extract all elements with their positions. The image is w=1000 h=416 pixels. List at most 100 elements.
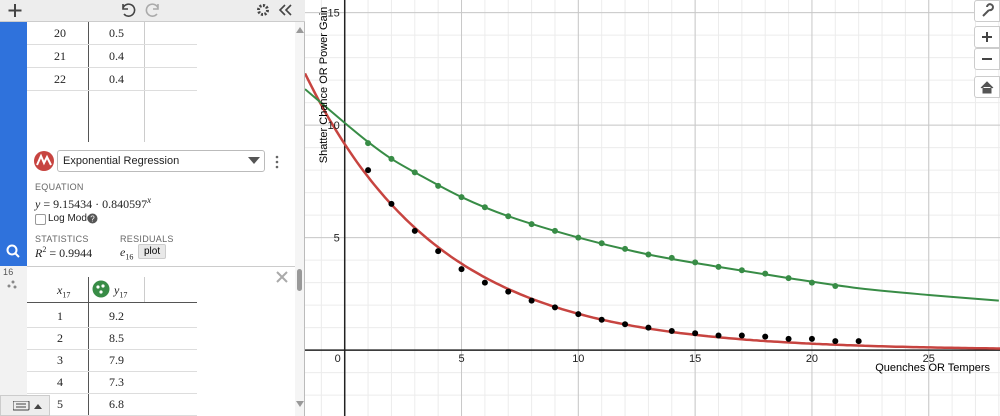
redo-button[interactable]: [145, 3, 159, 17]
eq-b: 0.840597: [102, 197, 148, 211]
data-point: [598, 316, 605, 323]
data-point: [645, 324, 652, 331]
scatter-icon[interactable]: [6, 278, 18, 290]
data-point: [411, 227, 418, 234]
data-point: [411, 169, 418, 176]
x-header-sub: 17: [62, 290, 71, 300]
r-eq: =: [49, 246, 57, 260]
data-point: [738, 332, 745, 339]
cell-x: 4: [57, 375, 63, 389]
undo-button[interactable]: [122, 3, 136, 17]
settings-button[interactable]: [257, 4, 269, 16]
point-style-icon[interactable]: [92, 280, 110, 298]
y-tick-label: 10: [327, 120, 339, 132]
cell-x: 2: [57, 331, 63, 345]
fit-curve: [305, 88, 999, 302]
data-point: [692, 330, 699, 337]
log-checkbox[interactable]: [35, 214, 46, 225]
data-point: [365, 140, 372, 147]
log-mode[interactable]: Log Mode: [48, 213, 93, 224]
residual-sub: 16: [125, 252, 134, 262]
r-symbol: R: [35, 246, 43, 260]
cell-y: 0.5: [109, 26, 124, 40]
wrench-button[interactable]: [974, 0, 1000, 22]
table-17: x17 y17 1 9.2 2 8.5 3 7.9 4 7.3 5 6.8: [27, 277, 292, 416]
data-point: [551, 304, 558, 311]
cell-y: 7.9: [109, 353, 124, 367]
data-point: [575, 234, 582, 241]
x-axis-label: Quenches OR Tempers: [875, 362, 990, 374]
data-point: [785, 275, 792, 282]
help-icon[interactable]: ?: [87, 213, 98, 224]
menu-icon[interactable]: [274, 154, 280, 170]
data-point: [388, 155, 395, 162]
zoom-icon[interactable]: [5, 243, 21, 259]
equation: y = 9.15434 · 0.840597x: [35, 195, 151, 212]
cell-y: 9.2: [109, 309, 124, 323]
eq-lhs: y: [35, 197, 41, 211]
keyboard-button[interactable]: [0, 395, 50, 416]
cell-x: 20: [54, 26, 66, 40]
x-tick-label: 5: [458, 353, 464, 365]
data-point: [435, 182, 442, 189]
regression-type: Exponential Regression: [63, 155, 180, 167]
data-point: [785, 335, 792, 342]
x-tick-label: 20: [806, 353, 818, 365]
data-point: [855, 338, 862, 345]
toolbar: [0, 0, 305, 22]
active-strip: [0, 21, 27, 266]
regression-logo[interactable]: [33, 150, 55, 172]
y-tick-label: 15: [327, 8, 339, 20]
cell-y: 7.3: [109, 375, 124, 389]
data-point: [808, 335, 815, 342]
plot-button[interactable]: plot: [138, 244, 167, 259]
cell-y: 0.4: [109, 49, 124, 63]
data-point: [832, 282, 839, 289]
y-tick-label: 5: [334, 233, 340, 245]
data-point: [528, 297, 535, 304]
data-point: [481, 279, 488, 286]
scrollbar[interactable]: [295, 21, 304, 416]
data-point: [668, 254, 675, 261]
eq-a: 9.15434: [53, 197, 93, 211]
cell-y: 0.4: [109, 72, 124, 86]
add-button[interactable]: [8, 4, 22, 17]
data-point: [505, 213, 512, 220]
x-tick-label: 10: [572, 353, 584, 365]
data-point: [668, 327, 675, 334]
residuals-label: RESIDUALS: [120, 234, 174, 244]
regression-dropdown[interactable]: Exponential Regression: [57, 150, 265, 172]
eq-exp: x: [147, 195, 152, 205]
data-point: [692, 259, 699, 266]
data-point: [622, 321, 629, 328]
data-point: [645, 251, 652, 258]
data-point: [481, 204, 488, 211]
data-point: [575, 311, 582, 318]
row-line: [27, 90, 197, 91]
row-line: [27, 371, 197, 372]
data-point: [762, 333, 769, 340]
collapse-button[interactable]: [278, 4, 292, 16]
data-point: [505, 288, 512, 295]
graph: 0 5 10 15 20 25 5 10 15 Quenches OR Tempers Shatte…: [305, 0, 1000, 416]
row-line: [27, 393, 197, 394]
data-point: [598, 240, 605, 247]
home-button[interactable]: [974, 76, 1000, 98]
row-line: [27, 44, 197, 45]
residual-var: e16: [120, 245, 133, 261]
x-tick-label: 25: [923, 353, 935, 365]
expression-number: 16: [3, 267, 14, 277]
zoom-in-button[interactable]: [974, 26, 1000, 48]
cell-x: 5: [57, 397, 63, 411]
eq-dot: ·: [95, 197, 100, 211]
y-axis-label: Shatter Chance OR Power Gain: [318, 7, 330, 164]
data-point: [365, 167, 372, 174]
data-point: [388, 200, 395, 207]
data-point: [808, 279, 815, 286]
zoom-out-button[interactable]: [974, 48, 1000, 70]
data-point: [622, 245, 629, 252]
close-icon[interactable]: [276, 271, 288, 283]
